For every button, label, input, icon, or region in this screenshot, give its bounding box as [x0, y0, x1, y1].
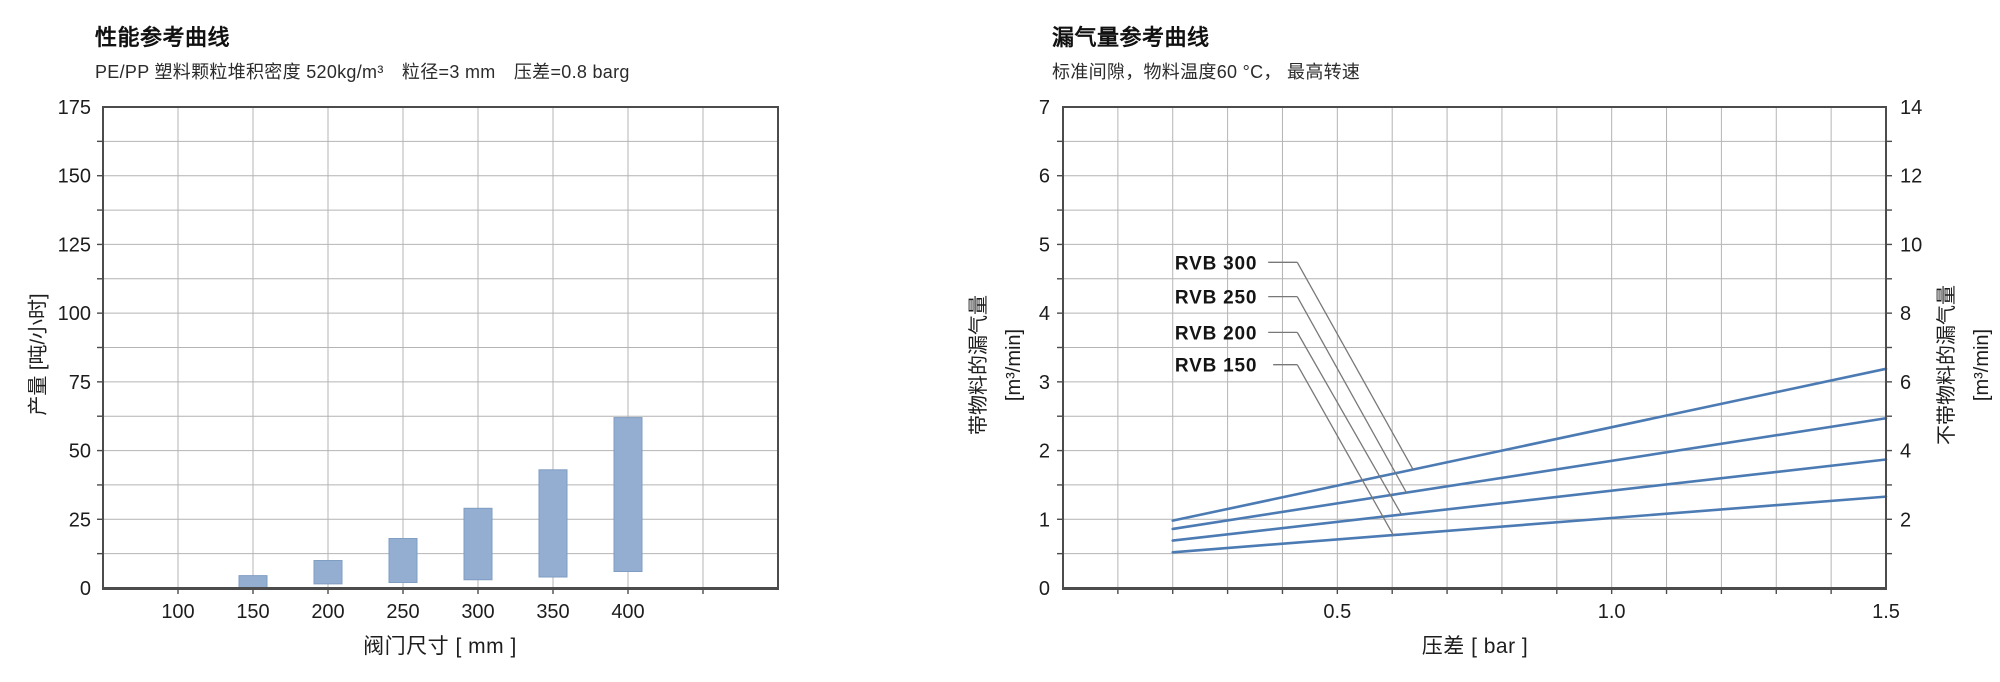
leakage-chart-subtitle: 标准间隙，物料温度60 °C， 最高转速 — [1052, 62, 1361, 82]
series-label: RVB 150 — [1175, 356, 1257, 377]
production-range-bar — [538, 469, 568, 578]
y-tick-label: 50 — [69, 441, 91, 463]
x-tick-label: 1.5 — [1872, 601, 1900, 623]
leakage-curve — [1171, 458, 1888, 542]
right-y-tick-label: 14 — [1900, 97, 1922, 119]
leader-line — [1296, 296, 1408, 493]
x-tick-label: 200 — [311, 601, 344, 623]
x-tick-label: 0.5 — [1323, 601, 1351, 623]
x-tick-label: 100 — [161, 601, 194, 623]
leakage-x-axis-label: 压差 [ bar ] — [1421, 635, 1529, 658]
production-range-bar — [388, 538, 418, 584]
left-y-tick-label: 6 — [1039, 166, 1050, 188]
leader-line — [1296, 332, 1403, 515]
left-y-tick-label: 1 — [1039, 509, 1050, 531]
production-range-bar — [238, 575, 268, 589]
performance-chart-subtitle: PE/PP 塑料颗粒堆积密度 520kg/m³ 粒径=3 mm 压差=0.8 b… — [95, 62, 630, 82]
x-tick-label: 300 — [461, 601, 494, 623]
series-label: RVB 200 — [1175, 323, 1257, 344]
y-tick-label: 75 — [69, 372, 91, 394]
leader-line — [1296, 364, 1394, 536]
right-y-tick-label: 12 — [1900, 166, 1922, 188]
x-tick-label: 400 — [611, 601, 644, 623]
right-y-tick-label: 6 — [1900, 372, 1911, 394]
y-tick-label: 25 — [69, 509, 91, 531]
y-tick-label: 0 — [80, 578, 91, 600]
production-range-bar — [463, 507, 493, 581]
leakage-chart-title: 漏气量参考曲线 — [1052, 25, 1210, 50]
x-tick-label: 250 — [386, 601, 419, 623]
y-tick-label: 150 — [58, 166, 91, 188]
leader-line — [1296, 261, 1414, 470]
right-y-tick-label: 8 — [1900, 303, 1911, 325]
y-tick-label: 100 — [58, 303, 91, 325]
leakage-curve — [1171, 367, 1888, 522]
x-tick-label: 1.0 — [1598, 601, 1626, 623]
left-y-tick-label: 5 — [1039, 234, 1050, 256]
leakage-curve — [1171, 495, 1888, 554]
production-range-bar — [613, 417, 643, 573]
performance-x-axis-label: 阀门尺寸 [ mm ] — [363, 635, 517, 658]
series-label: RVB 300 — [1175, 253, 1257, 274]
left-y-tick-label: 4 — [1039, 303, 1050, 325]
production-range-bar — [313, 560, 343, 585]
y-tick-label: 125 — [58, 234, 91, 256]
right-y-tick-label: 2 — [1900, 509, 1911, 531]
performance-chart-title: 性能参考曲线 — [95, 25, 231, 50]
series-label: RVB 250 — [1175, 288, 1257, 309]
left-y-tick-label: 3 — [1039, 372, 1050, 394]
right-y-tick-label: 10 — [1900, 234, 1922, 256]
left-y-tick-label: 2 — [1039, 441, 1050, 463]
leakage-curve — [1171, 416, 1888, 531]
right-y-tick-label: 4 — [1900, 441, 1911, 463]
left-y-tick-label: 0 — [1039, 578, 1050, 600]
y-tick-label: 175 — [58, 97, 91, 119]
x-tick-label: 350 — [536, 601, 569, 623]
x-tick-label: 150 — [236, 601, 269, 623]
left-y-tick-label: 7 — [1039, 97, 1050, 119]
